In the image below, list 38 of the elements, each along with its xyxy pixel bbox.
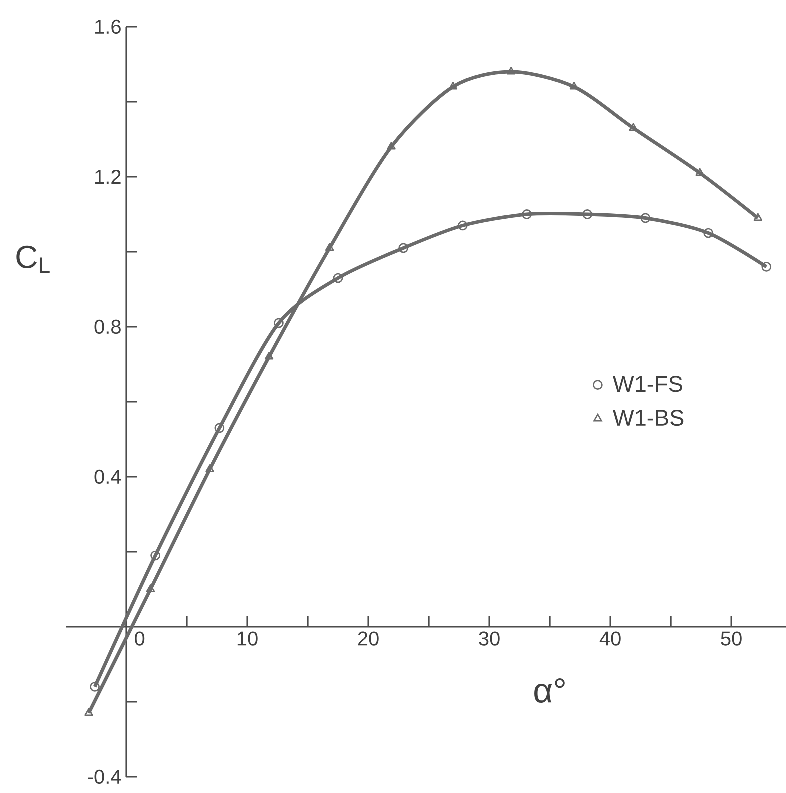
point — [325, 243, 334, 252]
point — [387, 142, 396, 150]
point — [762, 262, 772, 272]
point — [214, 423, 225, 434]
point — [398, 243, 409, 254]
point — [506, 67, 516, 75]
point — [264, 352, 274, 360]
point — [458, 220, 468, 231]
x-tick-label: 20 — [358, 632, 379, 646]
x-tick-label: 10 — [238, 632, 258, 646]
y-tick-label: 1.2 — [96, 170, 121, 184]
point — [582, 210, 592, 220]
point — [522, 210, 532, 220]
x-tick-label: 50 — [721, 632, 742, 646]
y-tick-label: 1.6 — [96, 20, 121, 34]
y-tick-label: 0.4 — [94, 470, 122, 484]
point — [84, 708, 94, 716]
point — [206, 464, 214, 472]
point — [333, 273, 344, 284]
point — [150, 550, 160, 561]
x-tick-label: 40 — [600, 632, 621, 646]
point — [448, 82, 458, 90]
point — [90, 682, 100, 692]
y-tick-label: 0.8 — [94, 320, 121, 334]
x-axis-title: α° — [534, 678, 565, 704]
point — [640, 213, 651, 224]
point — [274, 318, 284, 328]
legend-label: W1-FS — [612, 376, 682, 392]
y-axis-title: C$_{L}$ — [16, 246, 50, 274]
point — [704, 228, 714, 238]
point — [696, 168, 704, 176]
y-tick-label: -0.4 — [88, 770, 122, 784]
x-tick-label: 0 — [135, 632, 145, 646]
point — [754, 213, 763, 222]
point — [629, 123, 638, 132]
point — [146, 584, 156, 592]
x-tick-label: 30 — [479, 632, 500, 646]
legend-label: W1-BS — [612, 410, 684, 426]
